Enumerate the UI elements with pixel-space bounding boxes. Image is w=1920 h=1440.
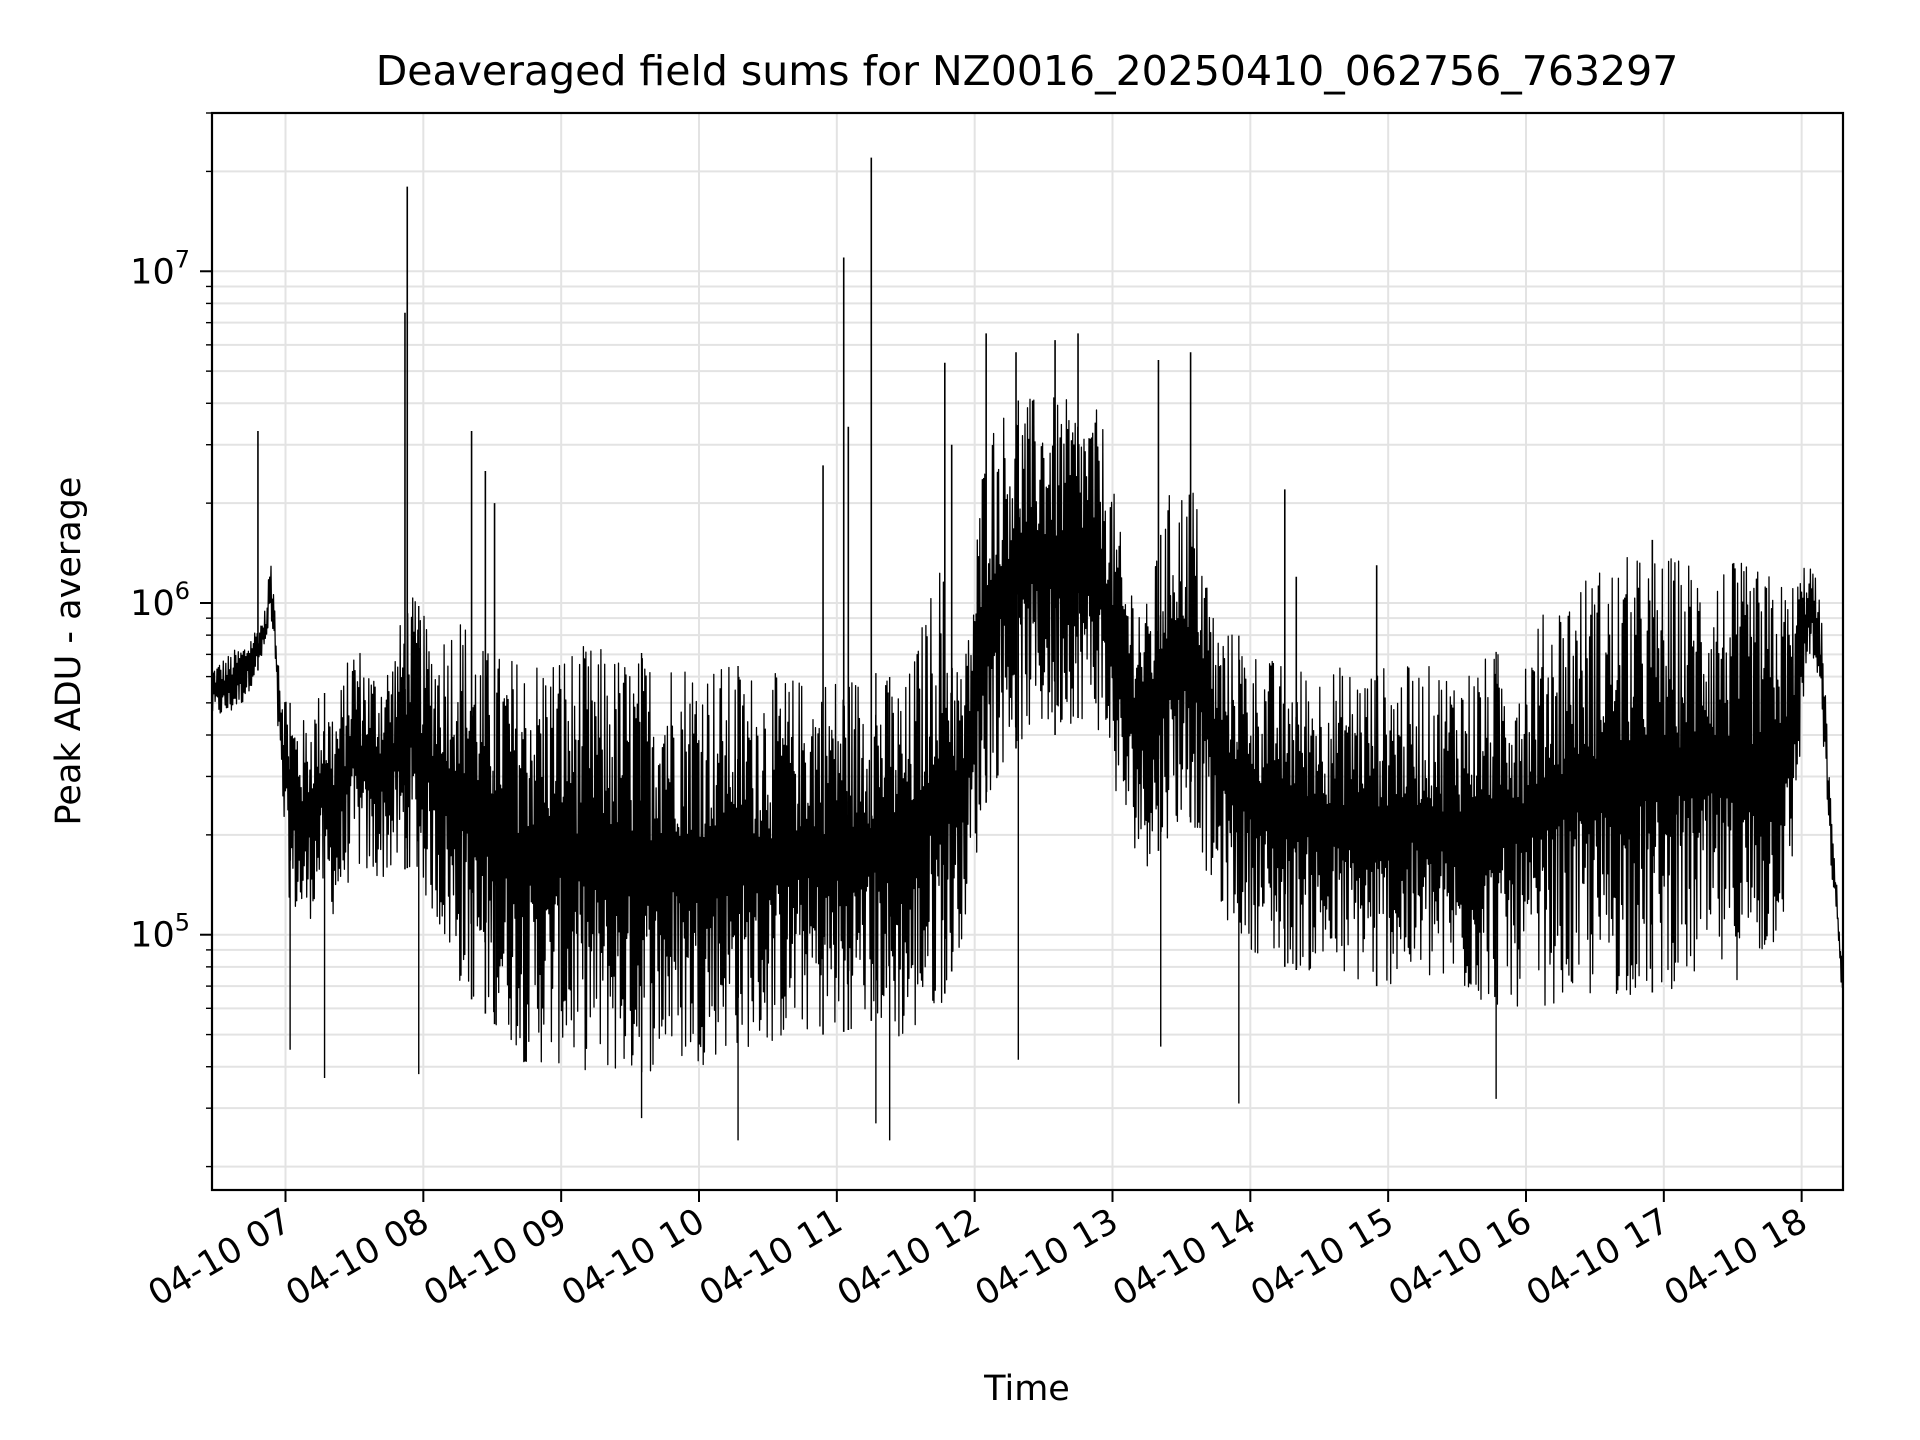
x-tick-label: 04-10 14 — [1107, 1201, 1263, 1314]
x-tick-label: 04-10 12 — [831, 1201, 987, 1314]
plot-frame — [210, 111, 1845, 1192]
y-tick-label: 106 — [130, 577, 190, 624]
x-tick-label: 04-10 09 — [417, 1201, 573, 1314]
chart-title: Deaveraged field sums for NZ0016_2025041… — [376, 47, 1679, 95]
y-axis-label: Peak ADU - average — [49, 477, 89, 826]
x-tick-label: 04-10 07 — [142, 1201, 298, 1314]
y-axis-ticks: 105 106 107 — [130, 112, 212, 1168]
y-tick-label: 105 — [130, 909, 190, 956]
x-tick-label: 04-10 11 — [693, 1201, 849, 1314]
y-tick-label: 107 — [130, 245, 190, 292]
x-axis-label: Time — [983, 1369, 1070, 1409]
x-tick-label: 04-10 16 — [1382, 1201, 1538, 1314]
x-tick-label: 04-10 15 — [1244, 1201, 1400, 1314]
x-tick-label: 04-10 08 — [280, 1201, 436, 1314]
x-tick-label: 04-10 10 — [555, 1201, 711, 1314]
x-tick-label: 04-10 17 — [1520, 1201, 1676, 1314]
series-line — [211, 157, 1844, 1141]
x-tick-label: 04-10 18 — [1658, 1201, 1814, 1314]
series-trace — [211, 397, 1844, 1073]
x-tick-label: 04-10 13 — [969, 1201, 1125, 1314]
